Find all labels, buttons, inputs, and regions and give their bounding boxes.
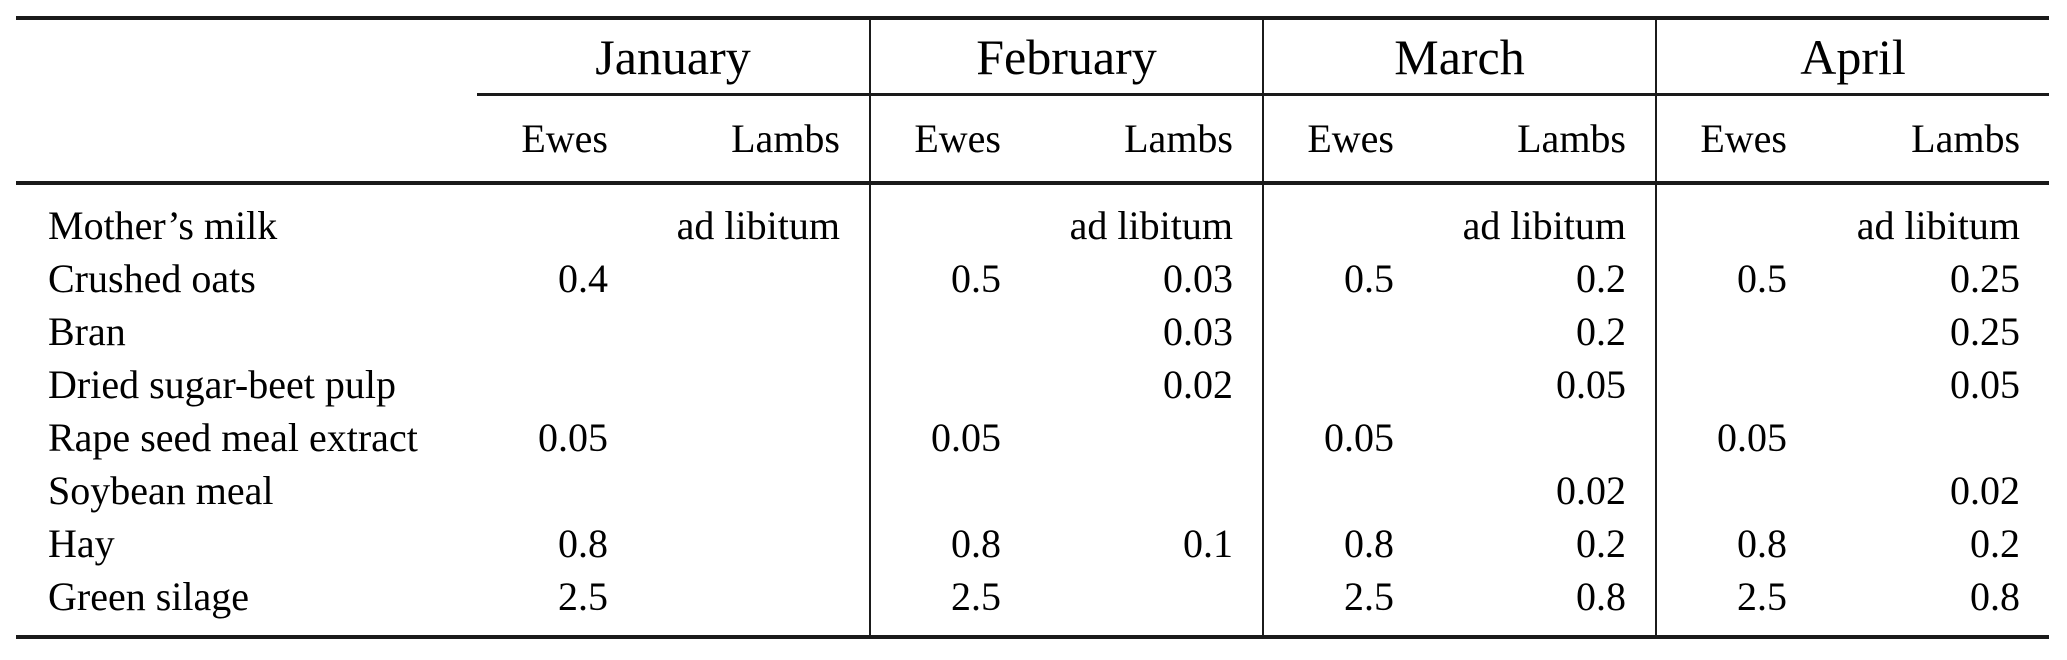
value-cell bbox=[1262, 464, 1396, 517]
value-cell: 0.8 bbox=[869, 517, 1003, 570]
row-label: Soybean meal bbox=[48, 468, 274, 513]
table-row-rape-seed-meal-extract: Rape seed meal extract 0.05 0.05 0.05 0.… bbox=[16, 411, 2049, 464]
month-header-row: January February March April bbox=[16, 18, 2050, 96]
month-header-april: April bbox=[1654, 18, 2050, 96]
table-row-soybean-meal: Soybean meal 0.02 0.02 bbox=[16, 464, 2049, 517]
value-cell: 0.02 bbox=[1950, 468, 2021, 513]
row-label: Green silage bbox=[48, 574, 250, 619]
value-cell: 0.2 bbox=[1576, 521, 1626, 566]
value-cell bbox=[610, 517, 870, 570]
value-cell: 2.5 bbox=[1262, 570, 1396, 637]
value-cell: 0.02 bbox=[1556, 468, 1626, 513]
value-cell bbox=[477, 464, 610, 517]
value-cell: ad libitum bbox=[1262, 183, 1656, 252]
value-cell bbox=[1003, 464, 1263, 517]
column-header-lambs: Lambs bbox=[1789, 94, 2050, 185]
sub-header-row: Ewes Lambs Ewes Lambs Ewes Lambs Ewes La… bbox=[16, 94, 2050, 185]
value-cell bbox=[1262, 305, 1396, 358]
month-header-march: March bbox=[1262, 18, 1656, 96]
value-cell: 0.8 bbox=[1655, 517, 1789, 570]
value-cell: 0.05 bbox=[1655, 411, 1789, 464]
column-header-ewes: Ewes bbox=[1262, 94, 1396, 185]
value-cell bbox=[1655, 464, 1789, 517]
column-header-ewes: Ewes bbox=[1655, 94, 1789, 185]
value-cell: 0.8 bbox=[1970, 574, 2021, 619]
value-cell bbox=[610, 305, 870, 358]
row-label: Hay bbox=[48, 521, 115, 566]
value-cell: 0.8 bbox=[1262, 517, 1396, 570]
value-cell bbox=[610, 464, 870, 517]
value-cell bbox=[1262, 358, 1396, 411]
value-cell bbox=[610, 411, 870, 464]
value-cell: 0.05 bbox=[1950, 362, 2021, 407]
value-cell bbox=[610, 252, 870, 305]
value-cell bbox=[869, 305, 1003, 358]
value-cell: 0.05 bbox=[1556, 362, 1626, 407]
table-row-crushed-oats: Crushed oats 0.4 0.5 0.03 0.5 0.2 0.5 0.… bbox=[16, 252, 2049, 305]
value-cell: 0.5 bbox=[1655, 252, 1789, 305]
value-cell bbox=[1396, 411, 1656, 464]
column-header-lambs: Lambs bbox=[610, 94, 870, 185]
value-cell: ad libitum bbox=[676, 203, 840, 248]
row-label: Mother’s milk bbox=[48, 203, 278, 248]
value-cell bbox=[1655, 305, 1789, 358]
value-cell: 0.25 bbox=[1950, 309, 2021, 354]
value-cell: 0.25 bbox=[1950, 256, 2021, 301]
row-label: Rape seed meal extract bbox=[48, 415, 418, 460]
value-cell bbox=[869, 464, 1003, 517]
value-cell: 0.8 bbox=[558, 521, 608, 566]
value-cell: 0.5 bbox=[1262, 252, 1396, 305]
value-cell: 0.05 bbox=[1262, 411, 1396, 464]
value-cell: 0.03 bbox=[1163, 309, 1233, 354]
column-header-ewes: Ewes bbox=[477, 94, 610, 185]
value-cell bbox=[869, 358, 1003, 411]
row-label: Bran bbox=[48, 309, 126, 354]
value-cell bbox=[1789, 411, 2049, 464]
value-cell: 0.1 bbox=[1183, 521, 1233, 566]
month-header-february: February bbox=[869, 18, 1263, 96]
column-header-lambs: Lambs bbox=[1396, 94, 1656, 185]
value-cell: 0.02 bbox=[1163, 362, 1233, 407]
value-cell: ad libitum bbox=[1654, 183, 2050, 252]
value-cell bbox=[610, 358, 870, 411]
value-cell: 0.2 bbox=[1576, 256, 1626, 301]
corner-cell bbox=[16, 18, 477, 95]
table-row-hay: Hay 0.8 0.8 0.1 0.8 0.2 0.8 0.2 bbox=[16, 517, 2049, 570]
value-cell bbox=[1003, 411, 1263, 464]
column-header-lambs: Lambs bbox=[1003, 94, 1263, 185]
table-row-dried-sugar-beet-pulp: Dried sugar-beet pulp 0.02 0.05 0.05 bbox=[16, 358, 2049, 411]
feeding-ration-table: January February March April Ewes Lambs … bbox=[16, 16, 2050, 639]
value-cell: 0.2 bbox=[1970, 521, 2021, 566]
table-row-mothers-milk: Mother’s milk ad libitum ad libitum ad l… bbox=[16, 183, 2050, 252]
value-cell: 0.5 bbox=[869, 252, 1003, 305]
value-cell: 0.4 bbox=[558, 256, 608, 301]
table-row-bran: Bran 0.03 0.2 0.25 bbox=[16, 305, 2049, 358]
table-row-green-silage: Green silage 2.5 2.5 2.5 0.8 2.5 0.8 bbox=[16, 570, 2049, 637]
value-cell: 2.5 bbox=[558, 574, 608, 619]
value-cell: 0.2 bbox=[1576, 309, 1626, 354]
row-label: Crushed oats bbox=[48, 256, 256, 301]
value-cell: 0.05 bbox=[869, 411, 1003, 464]
value-cell bbox=[610, 570, 870, 637]
value-cell: 0.03 bbox=[1163, 256, 1233, 301]
value-cell: 0.8 bbox=[1576, 574, 1626, 619]
corner-cell bbox=[16, 94, 477, 185]
row-label: Dried sugar-beet pulp bbox=[48, 362, 396, 407]
month-header-january: January bbox=[477, 18, 870, 96]
value-cell bbox=[1003, 570, 1263, 637]
value-cell: 2.5 bbox=[1655, 570, 1789, 637]
value-cell bbox=[477, 358, 610, 411]
value-cell bbox=[477, 305, 610, 358]
value-cell: 2.5 bbox=[869, 570, 1003, 637]
value-cell: 0.05 bbox=[538, 415, 608, 460]
value-cell bbox=[1655, 358, 1789, 411]
column-header-ewes: Ewes bbox=[869, 94, 1003, 185]
value-cell: ad libitum bbox=[869, 183, 1263, 252]
